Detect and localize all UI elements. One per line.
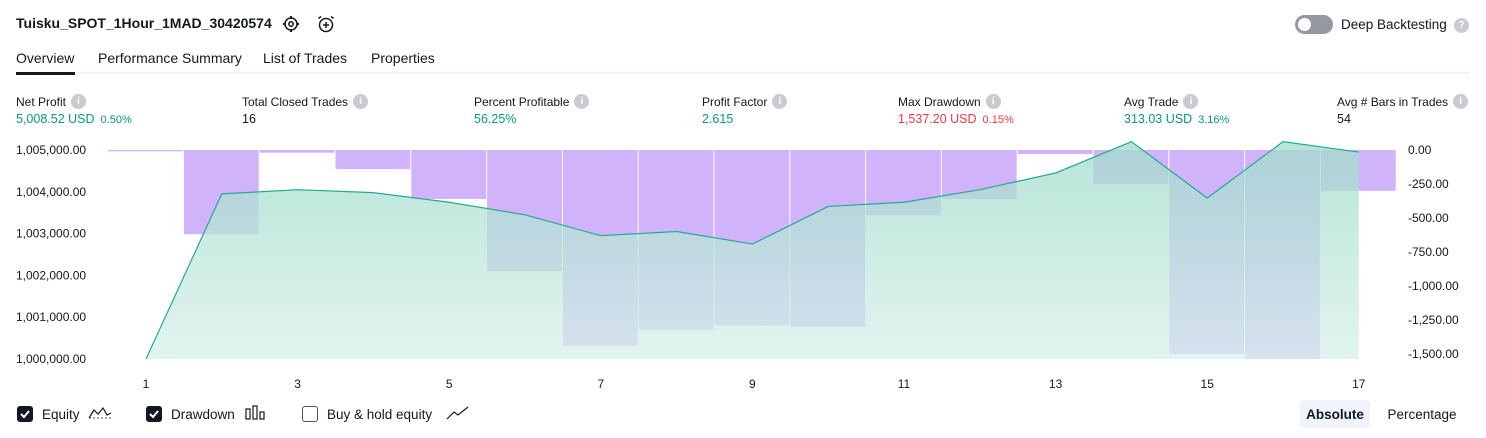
info-icon[interactable]: i: [772, 94, 788, 109]
buy-hold-legend-label[interactable]: Buy & hold equity: [327, 407, 433, 422]
drawdown-checkbox[interactable]: [146, 406, 162, 422]
stat-total-closed-trades: Total Closed Trades i 16: [242, 94, 369, 126]
left-axis-tick: 1,004,000.00: [16, 185, 86, 199]
info-icon[interactable]: i: [71, 94, 87, 109]
stat-avg-bars: Avg # Bars in Trades i 54: [1337, 94, 1469, 126]
drawdown-bar: [259, 150, 335, 153]
strategy-title: Tuisku_SPOT_1Hour_1MAD_30420574: [16, 15, 272, 31]
deep-backtesting-help-icon[interactable]: ?: [1454, 18, 1469, 33]
stat-value: 1,537.20 USD: [898, 112, 977, 126]
equity-line: [145, 140, 1359, 360]
right-axis-tick: -1,500.00: [1408, 347, 1459, 361]
drawdown-legend-label[interactable]: Drawdown: [171, 407, 235, 422]
x-axis-tick: 9: [749, 377, 756, 391]
equity-legend-label[interactable]: Equity: [42, 407, 80, 422]
stat-percent: 3.16%: [1198, 114, 1230, 126]
stat-profit-factor: Profit Factor i 2.615: [702, 94, 788, 126]
right-axis-tick: -1,250.00: [1408, 313, 1459, 327]
right-axis-tick: -250.00: [1408, 177, 1449, 191]
x-axis-tick: 7: [597, 377, 604, 391]
info-icon[interactable]: i: [1453, 94, 1469, 109]
stat-label: Profit Factor: [702, 94, 768, 109]
tabs-divider: [16, 72, 1470, 74]
left-axis-tick: 1,000,000.00: [16, 352, 86, 366]
tab-overview[interactable]: Overview: [16, 50, 75, 66]
stat-value: 313.03 USD: [1124, 112, 1193, 126]
stat-percent-profitable: Percent Profitable i 56.25%: [474, 94, 590, 126]
info-icon[interactable]: i: [1183, 94, 1199, 109]
equity-drawdown-chart: 1,005,000.00 1,004,000.00 1,003,000.00 1,00…: [16, 140, 1459, 391]
info-icon[interactable]: i: [353, 94, 369, 109]
stat-value: 54: [1337, 112, 1351, 126]
stat-avg-trade: Avg Trade i 313.03 USD 3.16%: [1124, 94, 1229, 126]
equity-checkbox[interactable]: [17, 406, 33, 422]
right-axis-tick: -1,000.00: [1408, 279, 1459, 293]
right-axis-tick: 0.00: [1408, 143, 1432, 157]
equity-area: [146, 141, 1359, 359]
drawdown-bar: [335, 150, 411, 170]
active-tab-indicator: [16, 72, 75, 75]
left-axis-tick: 1,005,000.00: [16, 143, 86, 157]
x-axis-tick: 5: [446, 377, 453, 391]
drawdown-bar: [411, 150, 487, 199]
stat-value: 5,008.52 USD: [16, 112, 95, 126]
right-axis-tick: -750.00: [1408, 245, 1449, 259]
stat-max-drawdown: Max Drawdown i 1,537.20 USD 0.15%: [898, 94, 1014, 126]
stat-value: 16: [242, 112, 256, 126]
tab-list-of-trades[interactable]: List of Trades: [263, 50, 348, 66]
alarm-clock-icon: [318, 15, 334, 33]
check-icon: [149, 410, 159, 419]
stat-label: Net Profit: [16, 94, 67, 109]
tab-performance-summary[interactable]: Performance Summary: [98, 50, 242, 66]
settings-button[interactable]: [281, 14, 301, 34]
x-axis-tick: 17: [1352, 377, 1366, 391]
stat-label: Avg # Bars in Trades: [1337, 94, 1449, 109]
equity-line-icon: [88, 406, 112, 419]
stat-value: 2.615: [702, 112, 734, 126]
x-axis-tick: 15: [1201, 377, 1215, 391]
trend-line-icon: [446, 406, 469, 420]
absolute-mode-button[interactable]: Absolute: [1300, 400, 1370, 428]
stat-label: Avg Trade: [1124, 94, 1179, 109]
left-axis-tick: 1,002,000.00: [16, 268, 86, 282]
x-axis-tick: 3: [294, 377, 301, 391]
right-axis-tick: -500.00: [1408, 211, 1449, 225]
drawdown-bar: [108, 150, 183, 152]
x-axis-tick: 13: [1049, 377, 1063, 391]
check-icon: [20, 410, 30, 419]
stat-label: Total Closed Trades: [242, 94, 349, 109]
x-axis-tick: 1: [143, 377, 150, 391]
buy-hold-checkbox[interactable]: [302, 406, 318, 422]
gear-icon: [283, 16, 299, 32]
deep-backtesting-label: Deep Backtesting: [1341, 17, 1447, 32]
tab-properties[interactable]: Properties: [371, 50, 435, 66]
info-icon[interactable]: i: [574, 94, 590, 109]
bar-chart-icon: [245, 405, 265, 420]
stat-percent: 0.50%: [100, 114, 132, 126]
percentage-mode-button[interactable]: Percentage: [1387, 406, 1457, 422]
stat-value: 56.25%: [474, 112, 517, 126]
drawdown-bar: [1017, 150, 1093, 155]
left-axis-tick: 1,001,000.00: [16, 310, 86, 324]
left-axis-tick: 1,003,000.00: [16, 227, 86, 241]
stat-label: Max Drawdown: [898, 94, 981, 109]
x-axis-tick: 11: [898, 377, 911, 391]
stat-label: Percent Profitable: [474, 94, 570, 109]
stat-percent: 0.15%: [982, 114, 1014, 126]
stat-net-profit: Net Profit i 5,008.52 USD 0.50%: [16, 94, 132, 126]
deep-backtesting-toggle[interactable]: [1295, 15, 1333, 34]
add-alert-button[interactable]: [316, 14, 336, 34]
info-icon[interactable]: i: [985, 94, 1001, 109]
